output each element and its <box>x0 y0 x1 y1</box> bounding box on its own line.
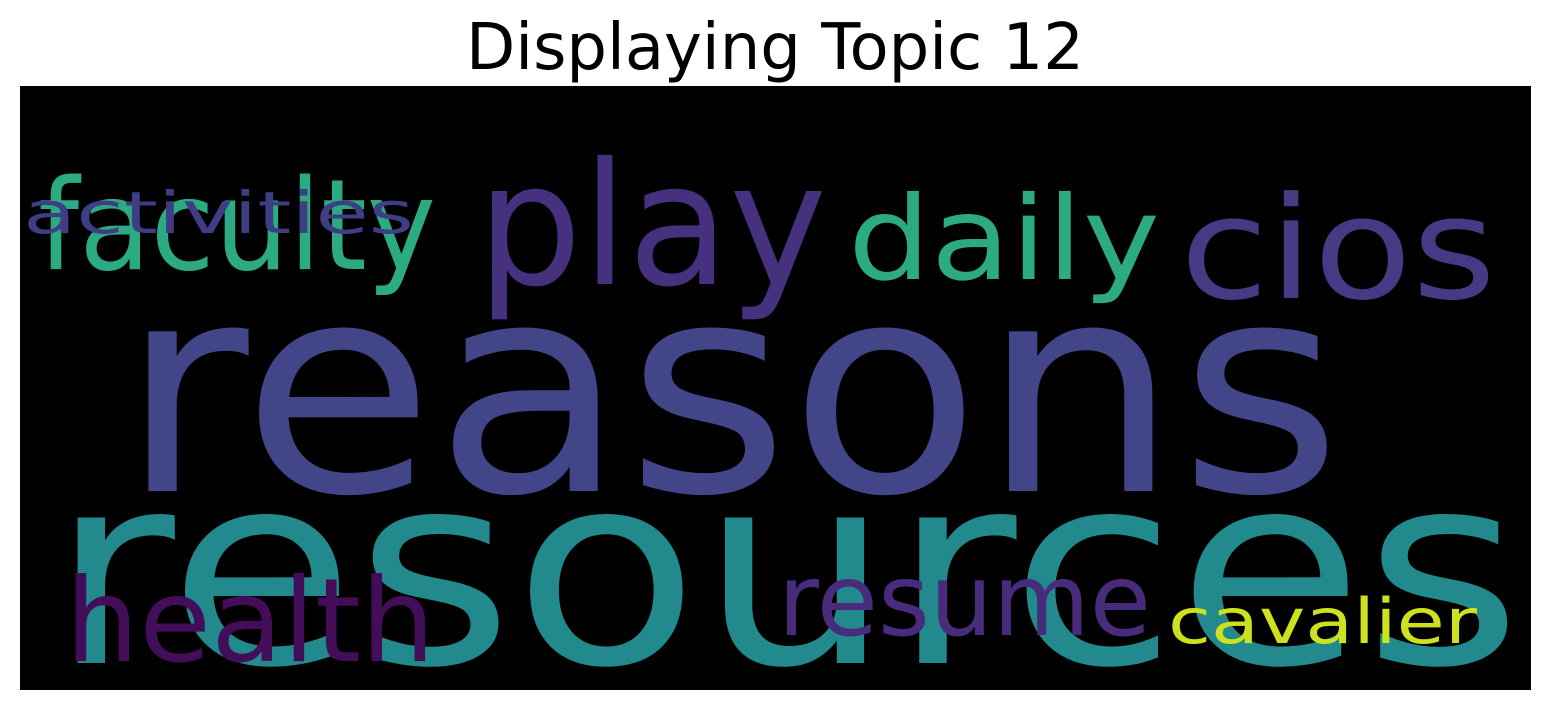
word-resources: resources <box>50 416 1522 690</box>
word-reasons: reasons <box>120 220 1342 560</box>
word-cloud-canvas: reasons resources faculty play daily cios acti… <box>20 86 1531 690</box>
word-health: health <box>65 554 435 689</box>
word-cavalier: cavalier <box>1168 585 1478 658</box>
word-cios: cios <box>1180 167 1496 332</box>
figure-title: Displaying Topic 12 <box>466 11 1084 85</box>
word-faculty: faculty <box>38 152 436 299</box>
word-resume: resume <box>778 542 1151 659</box>
word-activities: activities <box>23 179 414 247</box>
word-daily: daily <box>848 172 1160 307</box>
word-play: play <box>477 127 827 325</box>
